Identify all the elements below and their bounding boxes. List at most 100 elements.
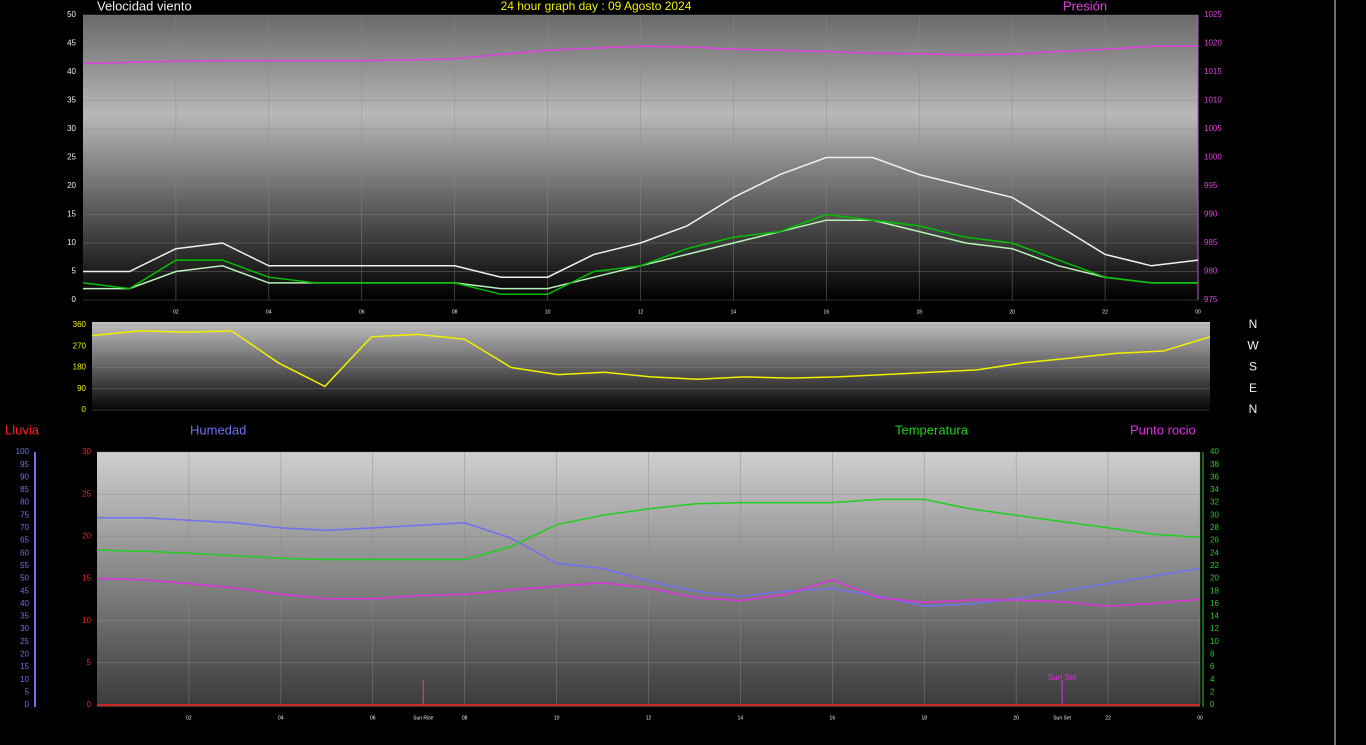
x-tick-label: 20 — [1013, 715, 1019, 721]
x-tick-label: 18 — [916, 309, 922, 315]
series-line — [97, 517, 1201, 608]
y2-tick-label: 990 — [1204, 210, 1218, 219]
y2-tick-label: 18 — [1210, 586, 1219, 595]
y2-tick-label: 980 — [1204, 267, 1218, 276]
y2-tick-label: N — [1249, 402, 1258, 416]
chart-title: 24 hour graph day : 09 Agosto 2024 — [501, 0, 692, 13]
x-tick-label: 16 — [824, 309, 830, 315]
y3-tick-label: 10 — [20, 675, 29, 684]
y-tick-label: 20 — [67, 181, 76, 190]
x-tick-label: 06 — [370, 715, 376, 721]
x-tick-label: 02 — [186, 715, 192, 721]
x-tick-label: 08 — [452, 309, 458, 315]
x-tick-label: 12 — [638, 309, 644, 315]
y2-tick-label: N — [1249, 317, 1258, 331]
y3-tick-label: 75 — [20, 510, 29, 519]
y2-tick-label: 20 — [1210, 574, 1219, 583]
y2-tick-label: 1000 — [1204, 153, 1222, 162]
y-tick-label: 35 — [67, 96, 76, 105]
y2-tick-label: 975 — [1204, 295, 1218, 304]
annotation: Sun Set — [1053, 715, 1071, 721]
y-tick-label: 15 — [82, 574, 91, 583]
y2-tick-label: 36 — [1210, 472, 1219, 481]
y3-tick-label: 70 — [20, 523, 29, 532]
legend-label: Velocidad viento — [97, 0, 192, 13]
y2-tick-label: S — [1249, 360, 1257, 374]
legend-label: Temperatura — [895, 422, 969, 437]
y2-tick-label: 26 — [1210, 536, 1219, 545]
y-tick-label: 180 — [73, 363, 87, 372]
x-tick-label: 00 — [1197, 715, 1203, 721]
y2-tick-label: 28 — [1210, 523, 1219, 532]
y3-tick-label: 20 — [20, 650, 29, 659]
y2-tick-label: 14 — [1210, 612, 1219, 621]
y3-tick-label: 15 — [20, 662, 29, 671]
x-tick-label: 22 — [1105, 715, 1111, 721]
y2-tick-label: 4 — [1210, 675, 1215, 684]
annotation: Sun Rise — [413, 715, 434, 721]
y-tick-label: 360 — [73, 320, 87, 329]
y2-tick-label: 985 — [1204, 238, 1218, 247]
y-tick-label: 25 — [67, 153, 76, 162]
y-tick-label: 30 — [82, 447, 91, 456]
legend-label: Lluvia — [5, 422, 40, 437]
series-line — [96, 498, 1201, 561]
y3-tick-label: 65 — [20, 536, 29, 545]
y-tick-label: 5 — [72, 267, 77, 276]
y2-tick-label: 22 — [1210, 561, 1219, 570]
legend-label: Presión — [1063, 0, 1107, 13]
y2-tick-label: 1015 — [1204, 67, 1222, 76]
y3-tick-label: 45 — [20, 586, 29, 595]
y2-tick-label: 34 — [1210, 485, 1219, 494]
y2-tick-label: 16 — [1210, 599, 1219, 608]
series-line — [82, 213, 1198, 296]
marker-label: Sun Set — [1048, 673, 1077, 682]
y2-tick-label: 0 — [1210, 700, 1215, 709]
y2-tick-label: 24 — [1210, 548, 1219, 557]
y3-tick-label: 80 — [20, 498, 29, 507]
y2-tick-label: 1005 — [1204, 124, 1222, 133]
y-tick-label: 50 — [67, 10, 76, 19]
x-tick-label: 10 — [554, 715, 560, 721]
y2-tick-label: E — [1249, 381, 1257, 395]
y2-tick-label: 32 — [1210, 498, 1219, 507]
y2-tick-label: W — [1247, 338, 1259, 352]
y-tick-label: 15 — [67, 210, 76, 219]
y3-tick-label: 50 — [20, 574, 29, 583]
y-tick-label: 40 — [67, 67, 76, 76]
plot-area — [92, 322, 1210, 412]
y3-tick-label: 100 — [16, 447, 30, 456]
x-tick-label: 12 — [646, 715, 652, 721]
series-line — [83, 156, 1199, 278]
y-tick-label: 0 — [72, 295, 77, 304]
y-tick-label: 25 — [82, 489, 91, 498]
y-tick-label: 270 — [73, 341, 87, 350]
x-tick-label: 14 — [738, 715, 744, 721]
series-line — [82, 45, 1198, 65]
y3-tick-label: 90 — [20, 472, 29, 481]
y3-tick-label: 30 — [20, 624, 29, 633]
legend-label: Punto rocio — [1130, 422, 1196, 437]
y2-tick-label: 8 — [1210, 650, 1215, 659]
x-tick-label: 22 — [1102, 309, 1108, 315]
y2-tick-label: 1025 — [1204, 10, 1222, 19]
y3-tick-label: 60 — [20, 548, 29, 557]
y2-tick-label: 2 — [1210, 687, 1215, 696]
y-tick-label: 5 — [87, 658, 92, 667]
y2-tick-label: 30 — [1210, 510, 1219, 519]
y-tick-label: 30 — [67, 124, 76, 133]
y2-tick-label: 1020 — [1204, 39, 1222, 48]
x-tick-label: 00 — [1195, 309, 1201, 315]
y2-tick-label: 1010 — [1204, 96, 1222, 105]
series-line — [91, 330, 1211, 388]
y2-tick-label: 12 — [1210, 624, 1219, 633]
x-tick-label: 18 — [921, 715, 927, 721]
series-line — [96, 577, 1201, 608]
x-tick-label: 02 — [173, 309, 179, 315]
x-tick-label: 06 — [359, 309, 365, 315]
y3-tick-label: 35 — [20, 612, 29, 621]
y3-tick-label: 85 — [20, 485, 29, 494]
y-tick-label: 0 — [82, 405, 87, 414]
y-tick-label: 10 — [82, 616, 91, 625]
